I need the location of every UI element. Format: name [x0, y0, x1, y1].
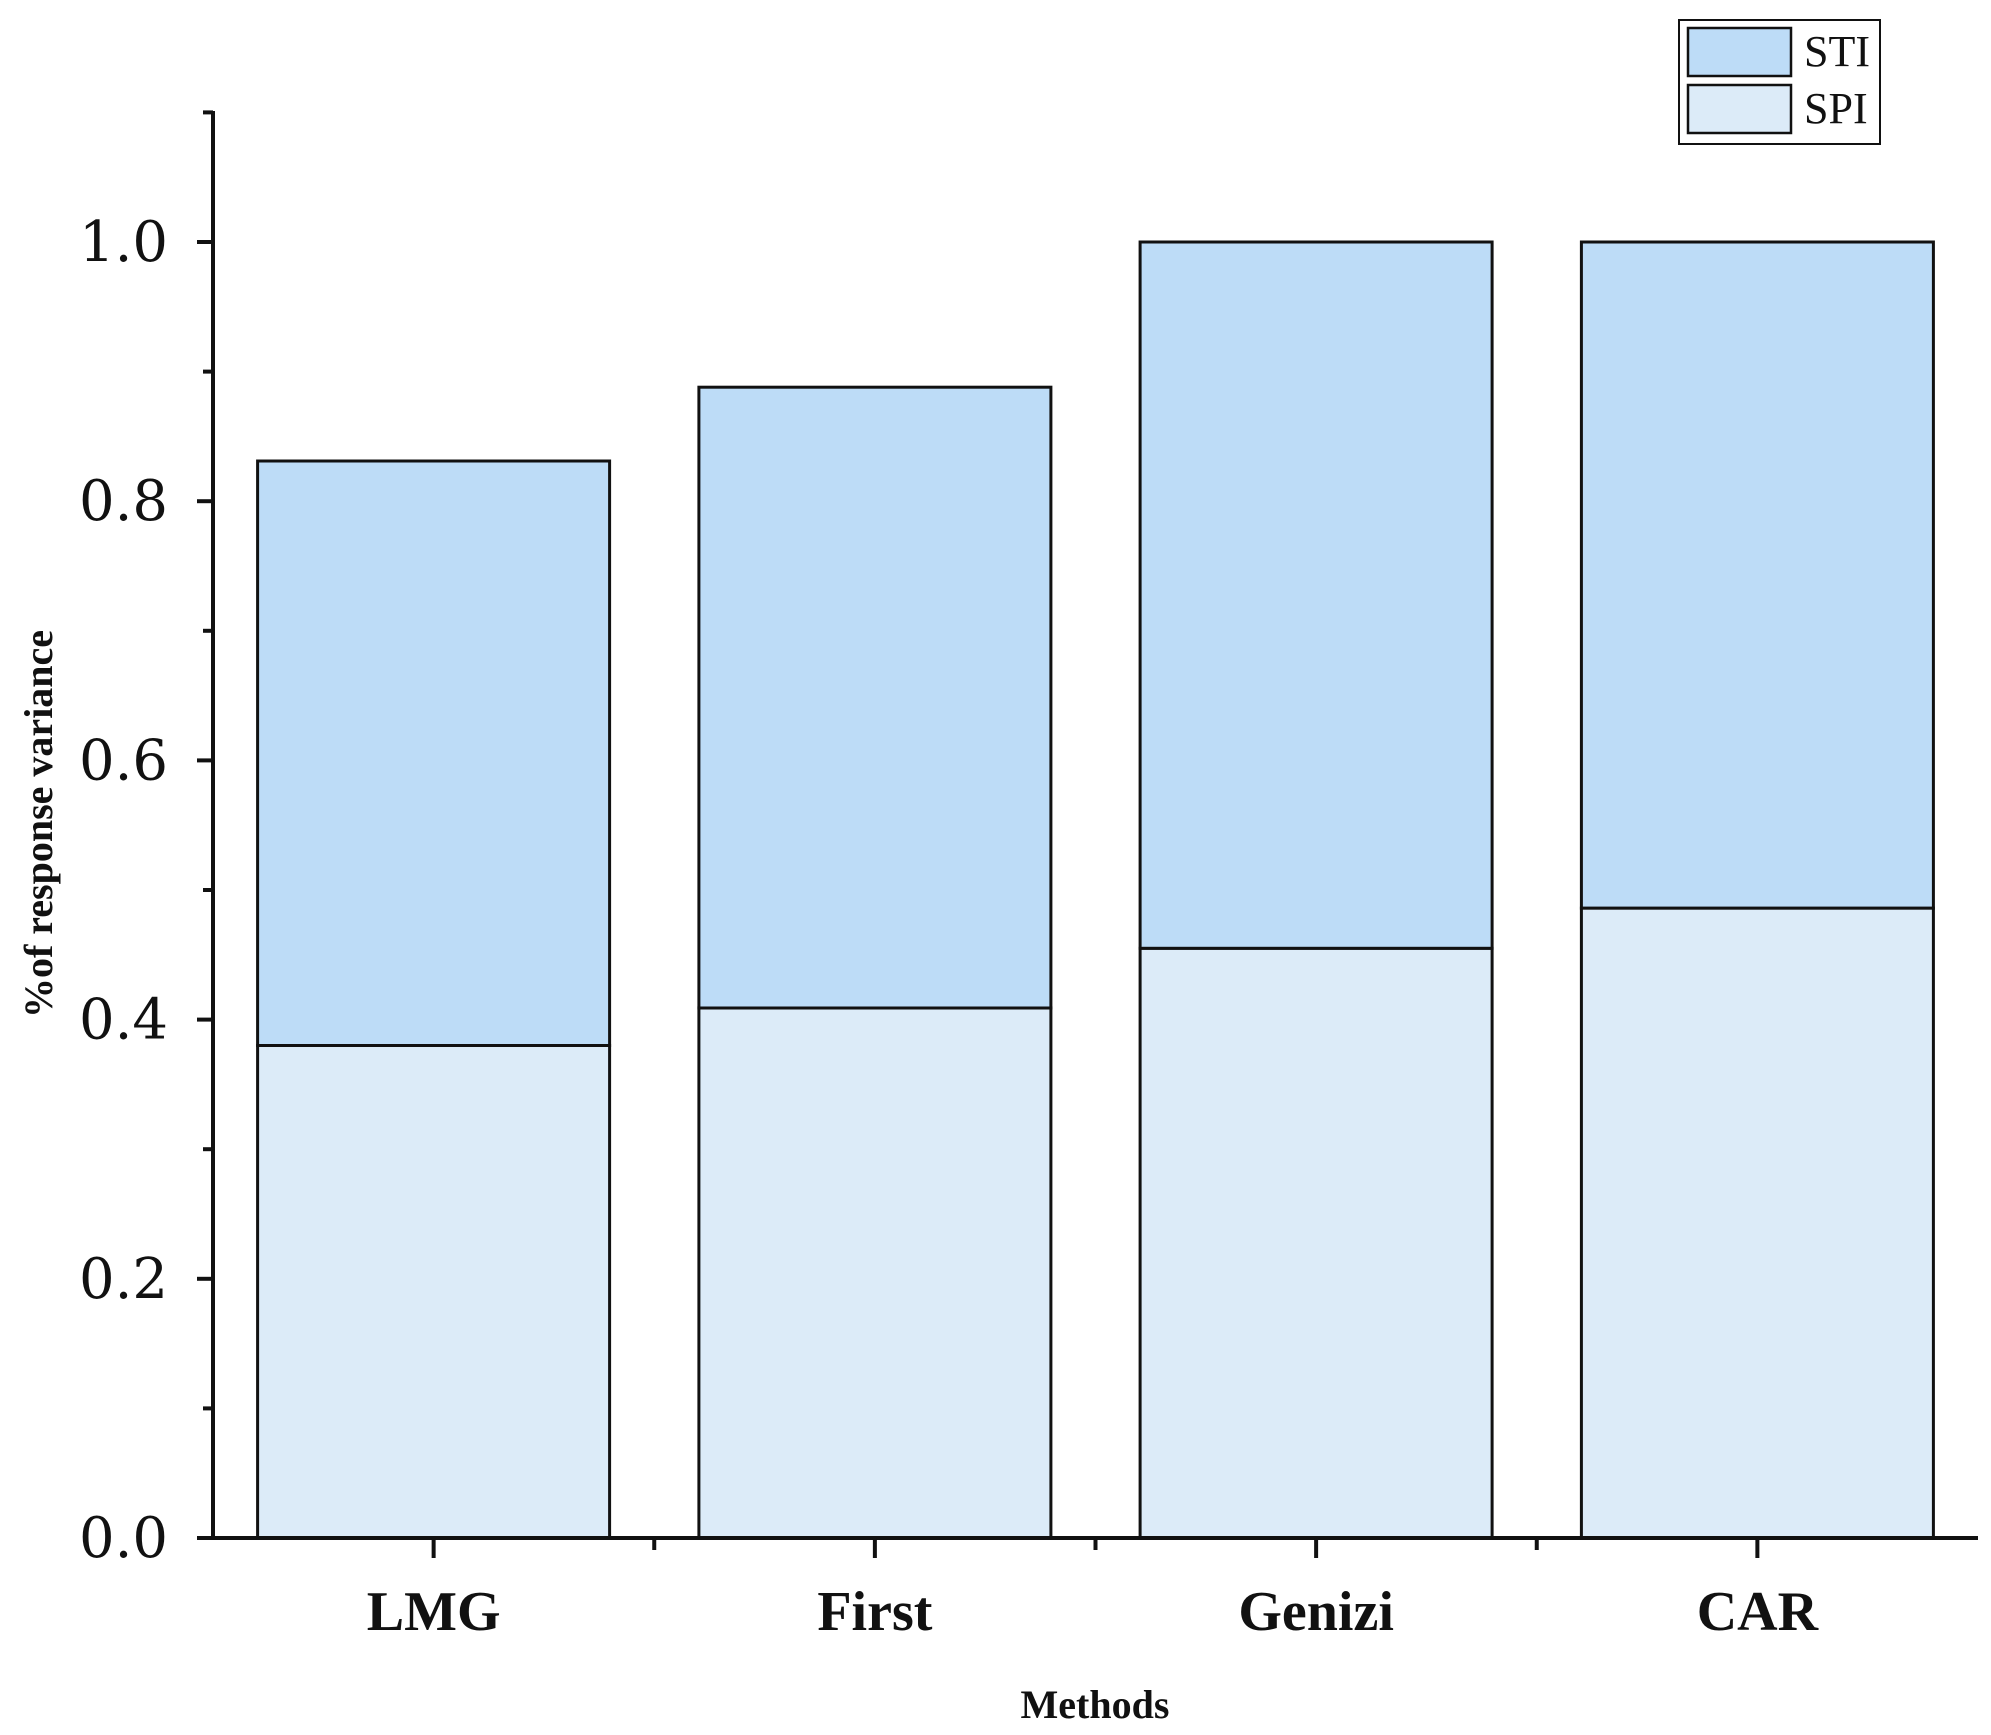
y-tick-label: 0.6 — [79, 728, 168, 793]
x-tick-label-car: CAR — [1697, 1581, 1819, 1643]
x-axis-title: Methods — [1021, 1682, 1170, 1727]
y-tick-label: 0.2 — [79, 1247, 168, 1312]
bar-car-sti — [1579, 240, 1935, 910]
bar-car-spi — [1579, 906, 1935, 1540]
ticks-layer: 0.0 0.2 0.4 0.6 0.8 1.0 LMG First Genizi CAR — [79, 110, 1819, 1643]
x-tick-label-first: First — [817, 1581, 932, 1643]
x-tick-label-genizi: Genizi — [1238, 1581, 1394, 1643]
bars-layer — [256, 240, 1935, 1540]
legend-label-spi: SPI — [1804, 84, 1868, 133]
y-axis-title: %of response variance — [16, 630, 61, 1018]
bar-genizi-spi — [1138, 946, 1494, 1540]
y-tick-label: 0.4 — [79, 988, 168, 1053]
bar-first-sti — [697, 385, 1053, 1010]
legend: STI SPI — [1678, 19, 1881, 145]
bar-first-spi — [697, 1006, 1053, 1540]
y-tick-label: 1.0 — [79, 210, 168, 275]
bar-lmg-spi — [256, 1044, 612, 1540]
y-tick-label: 0.0 — [79, 1506, 168, 1571]
bar-lmg-sti — [256, 459, 612, 1047]
x-tick-label-lmg: LMG — [367, 1581, 501, 1643]
y-tick-label: 0.8 — [79, 469, 168, 534]
legend-swatch-spi — [1686, 83, 1793, 135]
legend-label-sti: STI — [1804, 27, 1870, 76]
legend-swatch-sti — [1686, 26, 1793, 78]
bar-genizi-sti — [1138, 240, 1494, 950]
